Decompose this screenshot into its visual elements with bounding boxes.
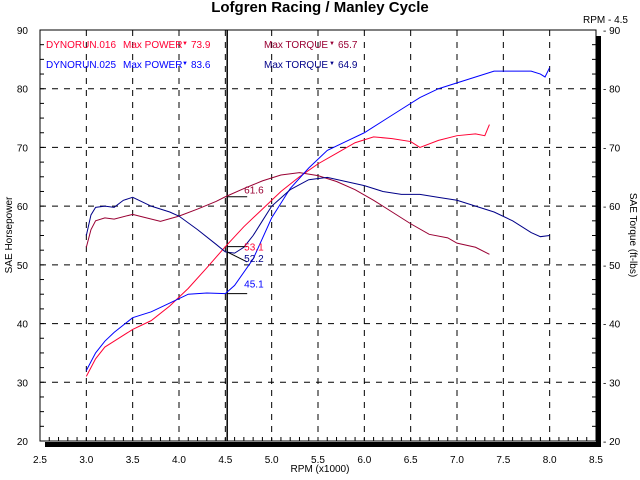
series-line-3 — [85, 67, 551, 371]
y-axis-right-label: SAE Torque (ft-lbs) — [627, 193, 638, 277]
x-tick-label: 5.0 — [265, 455, 279, 466]
y-axis-left-label: SAE Horsepower — [4, 196, 15, 273]
y-tick-label-left: 40 — [17, 320, 29, 331]
legend-arrow-icon: ▼ — [329, 61, 335, 67]
annotation-label: 45.1 — [244, 280, 264, 291]
x-tick-label: 2.5 — [33, 455, 47, 466]
annotations: 61.6 53.152.2 45.1 — [226, 186, 264, 295]
y-tick-label-right: - 80 — [603, 85, 621, 96]
y-tick-label-left: 70 — [17, 143, 29, 154]
y-tick-label-left: 30 — [17, 378, 29, 389]
legend-torque-value: 64.9 — [338, 60, 358, 71]
x-tick-label: 6.5 — [404, 455, 418, 466]
y-tick-label-right: - 70 — [603, 143, 621, 154]
legend-torque-label: Max TORQUE — [264, 40, 328, 51]
y-tick-label-left: 50 — [17, 261, 29, 272]
legend-arrow-icon: ▼ — [182, 41, 188, 47]
axis-shadow-right — [596, 36, 601, 447]
x-axis-label: RPM (x1000) — [291, 464, 350, 475]
legend-run-name: DYNORUN.016 — [46, 40, 116, 51]
cursor-label: RPM - 4.5 — [583, 15, 628, 26]
annotation-leader — [226, 251, 248, 263]
series-line-2 — [85, 172, 490, 255]
legend-arrow-icon: ▼ — [182, 61, 188, 67]
ticks: 2.5 3.0 3.5 4.0 4.5 5.0 5.5 6.0 6.5 7.0 7.5 8.0 8.5 2… — [17, 26, 621, 466]
legend-power-value: 83.6 — [191, 60, 211, 71]
y-tick-label-left: 80 — [17, 85, 29, 96]
grid — [39, 29, 601, 447]
x-tick-label: 3.0 — [79, 455, 93, 466]
x-tick-label: 7.0 — [450, 455, 464, 466]
legend-power-label: Max POWER — [123, 40, 182, 51]
legend-power-value: 73.9 — [191, 40, 211, 51]
y-tick-label-right: - 50 — [603, 261, 621, 272]
annotation-label: 53.1 — [244, 243, 264, 254]
series-lines — [85, 67, 551, 377]
chart-title: Lofgren Racing / Manley Cycle — [211, 0, 429, 16]
x-tick-label: 3.5 — [126, 455, 140, 466]
x-tick-label: 5.5 — [311, 455, 325, 466]
legend: DYNORUN.016 Max POWER ▼ 73.9 Max TORQUE ▼ 65.7… — [46, 40, 358, 71]
series-line-1 — [85, 124, 490, 377]
annotation-label: 52.2 — [244, 254, 264, 265]
x-tick-label: 4.5 — [218, 455, 232, 466]
y-tick-label-left: 90 — [17, 26, 29, 37]
y-tick-label-right: - 20 — [603, 437, 621, 448]
x-tick-label: 4.0 — [172, 455, 186, 466]
legend-power-label: Max POWER — [123, 60, 182, 71]
legend-torque-label: Max TORQUE — [264, 60, 328, 71]
x-tick-label: 8.5 — [589, 455, 603, 466]
y-tick-label-left: 20 — [17, 437, 29, 448]
x-tick-label: 7.5 — [496, 455, 510, 466]
legend-torque-value: 65.7 — [338, 40, 358, 51]
x-tick-label: 6.0 — [357, 455, 371, 466]
series-line-4 — [85, 176, 550, 254]
y-tick-label-left: 60 — [17, 202, 29, 213]
y-tick-label-right: - 40 — [603, 320, 621, 331]
legend-arrow-icon: ▼ — [329, 41, 335, 47]
y-tick-label-right: - 60 — [603, 202, 621, 213]
y-tick-label-right: - 90 — [603, 26, 621, 37]
x-tick-label: 8.0 — [543, 455, 557, 466]
annotation-label: 61.6 — [244, 186, 264, 197]
legend-run-name: DYNORUN.025 — [46, 60, 116, 71]
axis-shadow-bottom — [45, 442, 601, 447]
y-tick-label-right: - 30 — [603, 378, 621, 389]
